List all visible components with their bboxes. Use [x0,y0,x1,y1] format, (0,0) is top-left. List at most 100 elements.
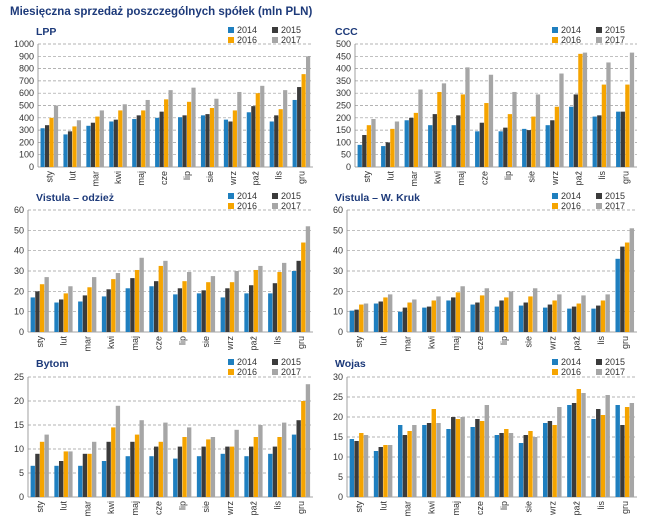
bar-2016-gru [301,242,306,332]
bar-2014-kwi [422,425,427,497]
bar-2014-gru [291,271,297,332]
y-tick-label: 50 [14,225,24,235]
legend-swatch-2015 [596,193,602,199]
x-tick-label: sty [362,171,372,183]
x-tick-label: cze [475,336,485,350]
y-tick-label: 30 [333,266,343,276]
legend-label-2015: 2015 [281,191,301,201]
bar-2017-lut [387,445,393,497]
y-tick-label: 100 [336,137,351,147]
bar-2017-maj [460,286,465,332]
x-tick-label: gru [296,336,306,349]
bar-2016-mar [407,302,412,332]
x-tick-label: lut [378,336,388,346]
legend-swatch-2017 [596,37,602,43]
bar-2014-kwi [422,307,427,332]
bar-2014-paź [567,308,572,332]
y-tick-label: 450 [336,51,351,61]
x-tick-label: lip [499,336,509,345]
x-tick-label: wrz [547,336,557,351]
bar-2016-lip [507,114,513,167]
x-tick-label: paź [572,336,582,351]
bar-2017-mar [99,110,104,167]
legend-label-2015: 2015 [605,357,625,367]
bar-2015-sty [354,309,359,332]
bar-2017-mar [92,441,97,497]
bar-2014-lip [173,294,178,332]
bar-2016-kwi [437,91,442,167]
bar-2017-sty [44,434,49,497]
bar-2016-mar [413,112,419,167]
bar-2016-paź [255,93,260,167]
bar-2015-sie [205,114,210,167]
bar-2014-lis [591,419,596,497]
bar-2014-gru [292,99,297,167]
y-tick-label: 15 [333,432,343,442]
bar-2015-lut [58,299,64,332]
y-tick-label: 1000 [14,39,34,49]
bar-2015-cze [475,419,480,497]
y-tick-label: 0 [338,492,343,502]
bar-2016-lut [72,126,77,167]
bar-2014-lip [173,458,178,497]
x-tick-label: sie [526,171,536,183]
bar-2015-lut [385,142,390,167]
bar-2015-mar [402,435,408,497]
bar-2017-kwi [122,104,127,167]
legend-swatch-2016 [228,37,234,43]
y-tick-label: 20 [14,396,24,406]
chart-title: CCC [335,26,358,38]
legend-label-2014: 2014 [561,357,581,367]
bar-2014-maj [125,288,130,332]
bar-2017-lut [387,294,393,332]
bar-2014-sie [196,293,202,332]
x-tick-label: mar [82,336,92,352]
bar-2017-sty [363,303,369,332]
x-tick-label: gru [620,336,630,349]
bar-2016-paź [578,53,583,168]
x-tick-label: wrz [550,171,560,186]
bar-2016-cze [479,421,485,497]
y-tick-label: 900 [19,51,34,61]
bar-2016-maj [460,94,466,167]
bar-2017-paź [581,393,586,497]
bar-2015-mar [409,117,414,167]
x-tick-label: maj [136,171,146,186]
bar-2017-mar [412,299,417,332]
legend-label-2016: 2016 [237,201,257,211]
legend-swatch-2017 [596,369,602,375]
bar-2016-kwi [431,300,436,332]
legend-label-2017: 2017 [605,201,625,211]
bar-2015-lip [499,300,504,332]
x-tick-label: lut [67,171,77,181]
legend-swatch-2016 [228,369,234,375]
legend-label-2017: 2017 [281,201,301,211]
bar-2016-lip [186,101,192,167]
bar-2017-lip [187,272,192,332]
bar-2014-lut [373,451,379,497]
bar-2017-mar [92,277,97,332]
x-tick-label: sie [523,501,533,513]
chart-3: Vistula – odzież 2014 2015 2016 2017 0 10 20 30 4… [14,191,313,352]
x-tick-label: lip [503,171,513,180]
bar-2015-sie [201,290,206,332]
bar-2014-sie [522,128,527,167]
legend-swatch-2014 [552,359,558,365]
y-tick-label: 10 [14,444,24,454]
bar-2017-gru [629,228,635,332]
x-tick-label: kwi [113,171,123,184]
y-tick-label: 0 [19,492,24,502]
y-tick-label: 10 [14,307,24,317]
bar-2017-kwi [115,273,121,332]
y-tick-label: 0 [338,327,343,337]
y-tick-label: 25 [14,372,24,382]
legend-swatch-2015 [272,27,278,33]
y-tick-label: 500 [336,39,351,49]
bar-2014-gru [291,434,297,497]
bar-2015-maj [130,441,135,497]
bar-2015-paź [571,306,577,332]
bar-2015-lut [58,461,64,497]
bar-2014-wrz [542,307,548,332]
main-title: Miesięczna sprzedaż poszczególnych spółe… [10,6,313,18]
bar-2016-mar [407,431,412,497]
